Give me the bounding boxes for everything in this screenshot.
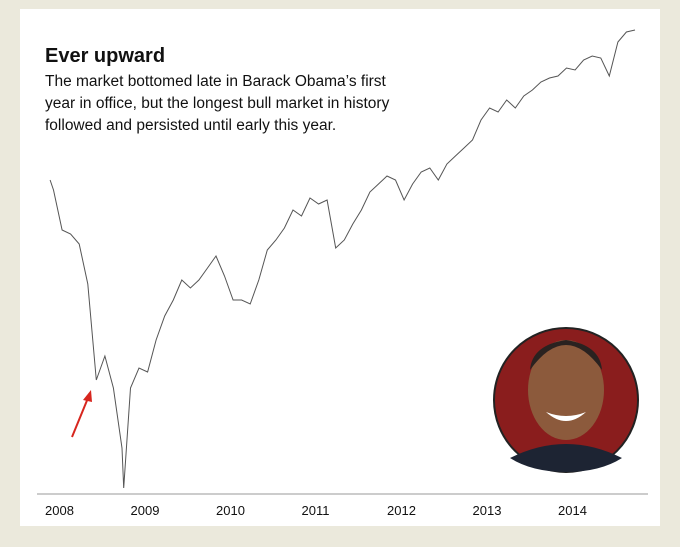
x-tick-label: 2008 bbox=[45, 503, 74, 518]
subtitle-line: The market bottomed late in Barack Obama… bbox=[45, 73, 387, 90]
x-tick-label: 2009 bbox=[131, 503, 160, 518]
x-tick-label: 2010 bbox=[216, 503, 245, 518]
line-series bbox=[49, 29, 636, 489]
photo bbox=[493, 327, 639, 473]
arrow-head bbox=[83, 390, 92, 402]
x-tick-label: 2011 bbox=[302, 503, 330, 518]
subtitle-line: year in office, but the longest bull mar… bbox=[45, 95, 390, 112]
x-tick-label: 2012 bbox=[387, 503, 416, 518]
subtitle-line: followed and persisted until early this … bbox=[45, 117, 336, 134]
arrow bbox=[71, 397, 89, 438]
x-tick-label: 2013 bbox=[473, 503, 502, 518]
x-tick-label: 2014 bbox=[558, 503, 587, 518]
chart-title: Ever upward bbox=[45, 45, 165, 67]
